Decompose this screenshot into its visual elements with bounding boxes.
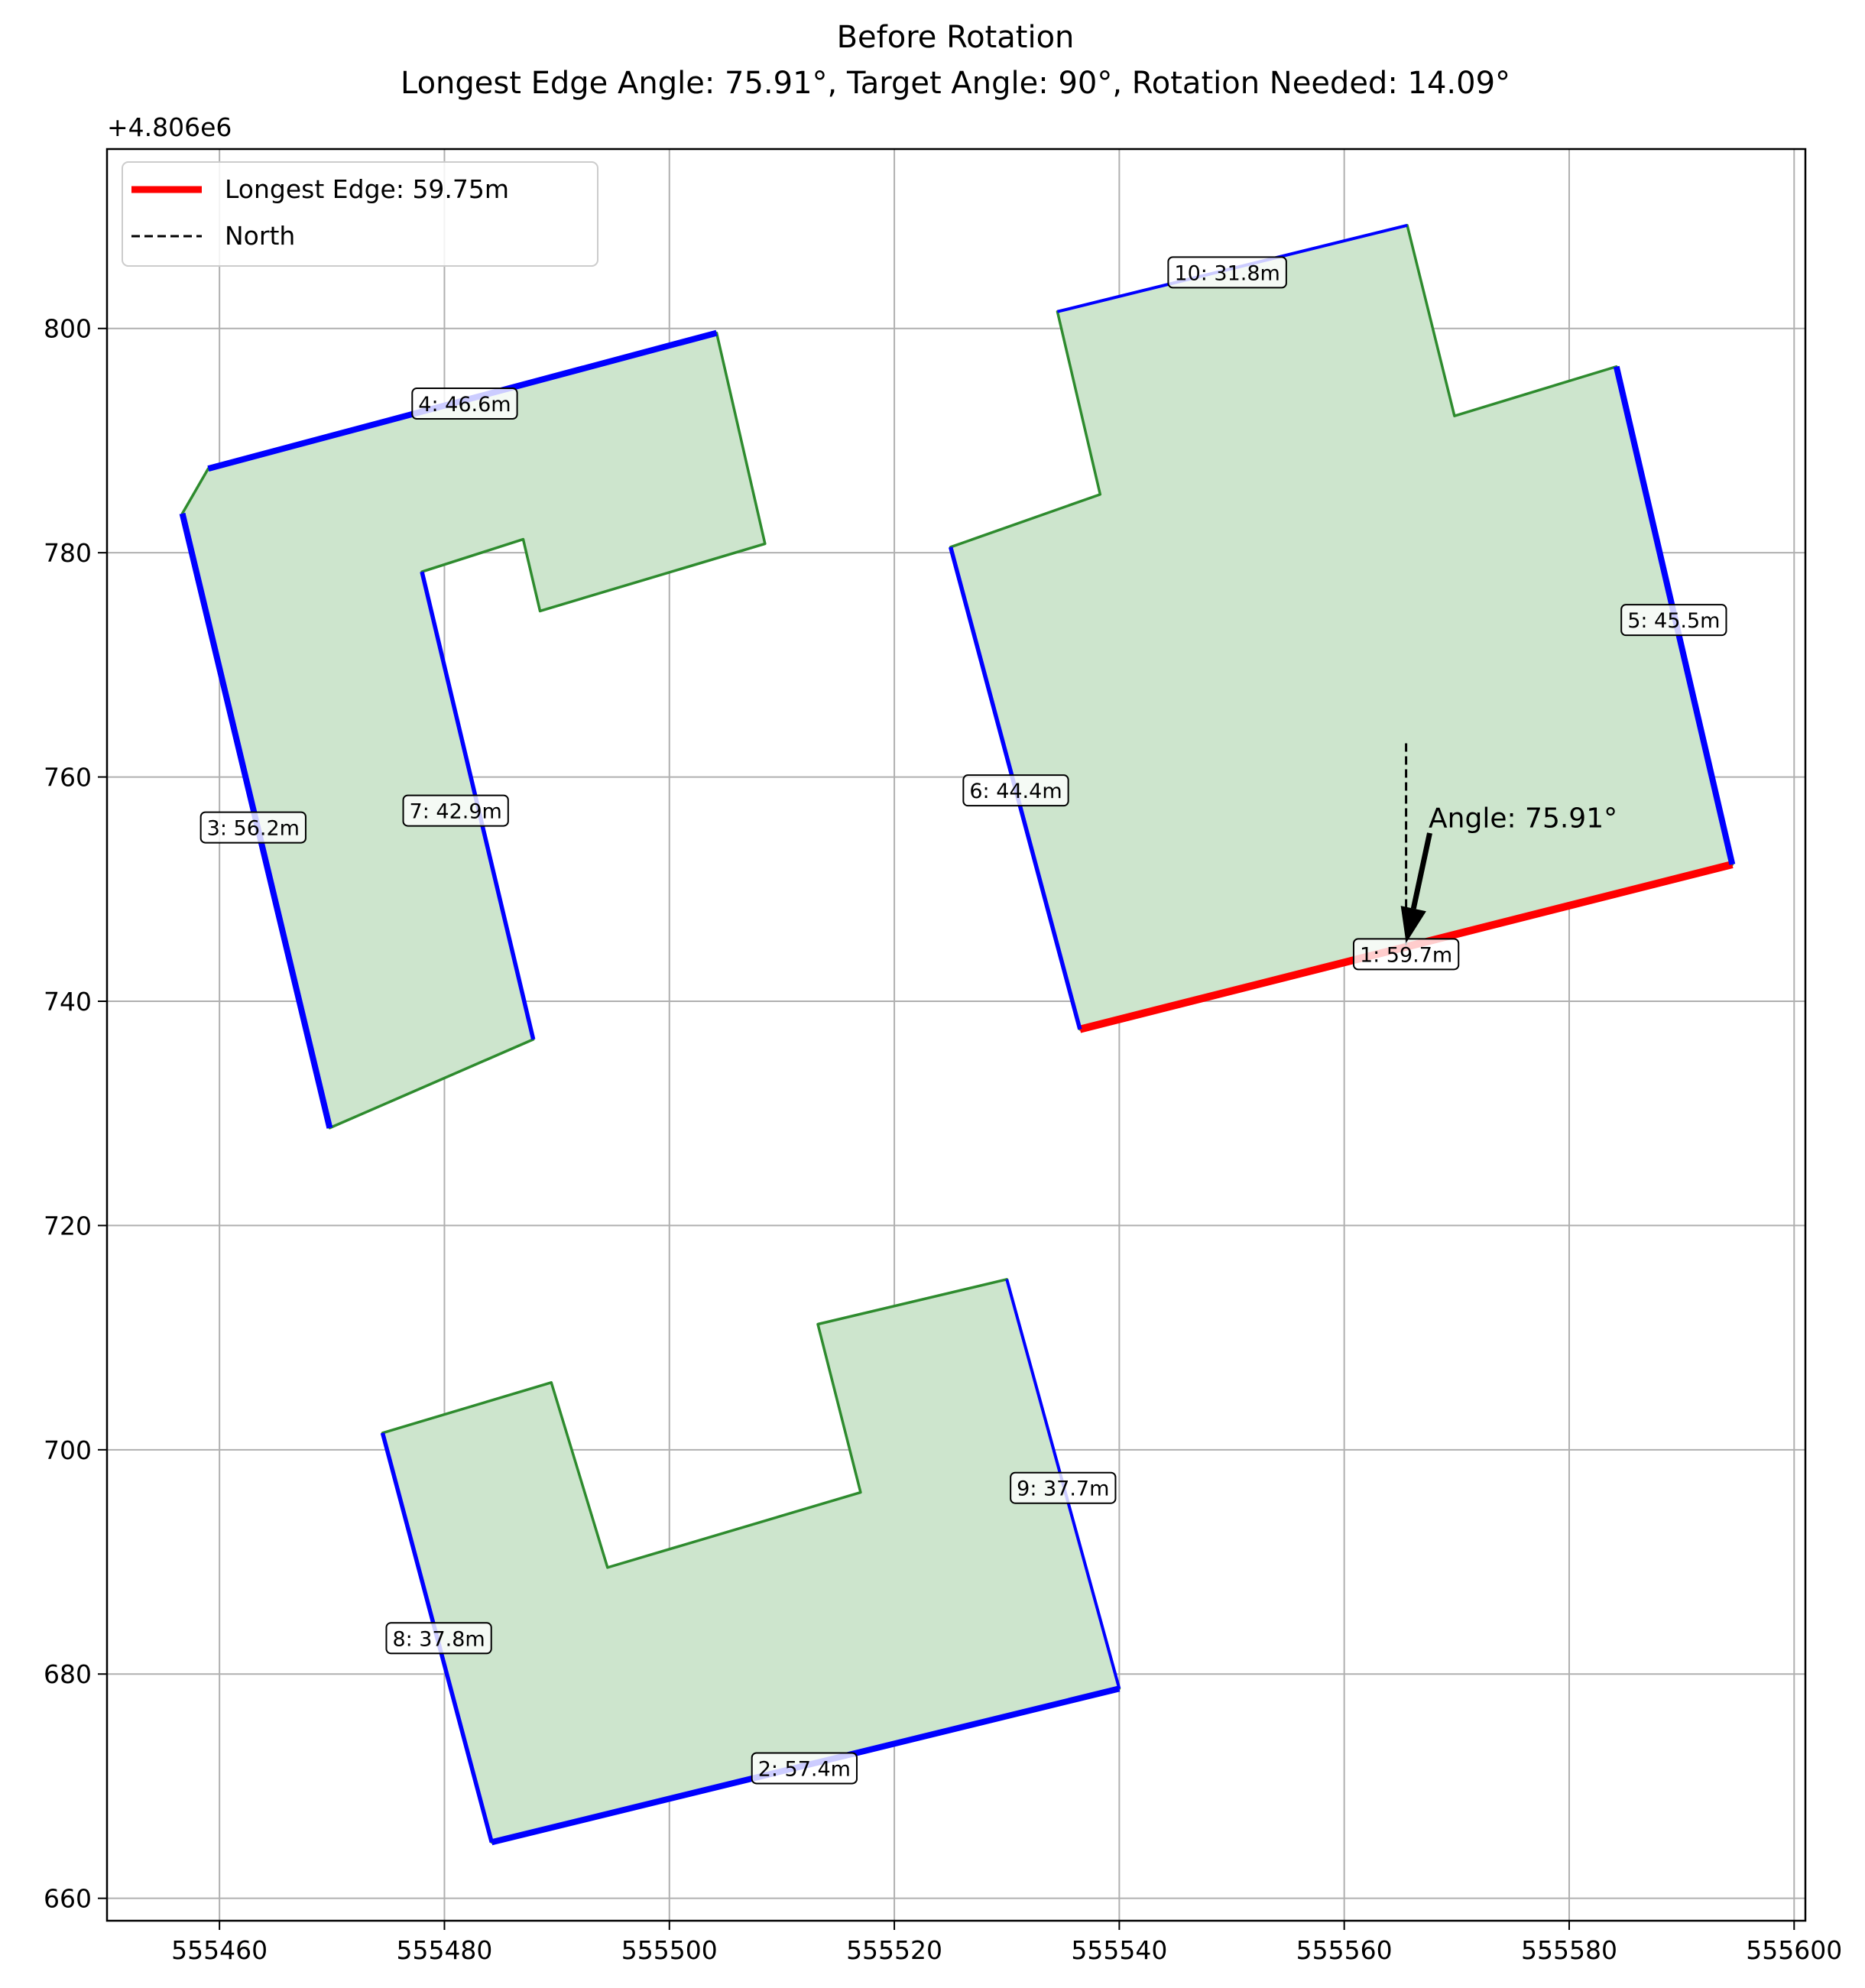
edge-label-box (411, 388, 518, 420)
chart-subtitle: Longest Edge Angle: 75.91°, Target Angle… (401, 66, 1510, 101)
angle-arrow-head (1400, 906, 1426, 943)
axis-ticks: 555460 555480 555500 555520 555540 555560 5555… (44, 314, 1842, 1965)
edge-labels: 3: 56.2m 4: 46.6m 7: 42.9m 1: 59.7m 5: 45.5m… (199, 256, 1727, 1785)
edge-label-text: 4: 46.6m (418, 393, 511, 417)
edge-label: 2: 57.4m (751, 1752, 858, 1785)
x-tick-label: 555460 (171, 1935, 268, 1965)
x-tick-label: 555560 (1296, 1935, 1393, 1965)
edge-label-text: 7: 42.9m (410, 800, 502, 824)
edge-label-text: 2: 57.4m (758, 1757, 851, 1781)
y-tick-label: 720 (44, 1211, 92, 1240)
edge-label: 4: 46.6m (411, 388, 518, 420)
edge-label-box (1167, 256, 1287, 289)
angle-annotation-text: Angle: 75.91° (1429, 803, 1617, 835)
y-tick-label: 760 (44, 763, 92, 793)
edge-label: 8: 37.8m (385, 1622, 492, 1655)
edge-label-box (199, 811, 307, 844)
x-tick-label: 555600 (1746, 1935, 1842, 1965)
edge-label: 6: 44.4m (962, 774, 1069, 807)
y-tick-label: 800 (44, 314, 92, 344)
edge-label-text: 10: 31.8m (1174, 261, 1280, 285)
edge-label-text: 8: 37.8m (392, 1627, 485, 1651)
edge-label-box (1620, 604, 1727, 637)
x-tick-label: 555480 (396, 1935, 492, 1965)
angle-arrow-shaft (1410, 832, 1432, 910)
edge-label-box (962, 774, 1069, 807)
chart-title: Before Rotation (837, 20, 1075, 55)
y-tick-label: 660 (44, 1884, 92, 1914)
edge-label-box (1010, 1471, 1117, 1504)
edge-label-box (385, 1622, 492, 1655)
legend-label-longest-edge: Longest Edge: 59.75m (225, 174, 509, 204)
edge-label-box (751, 1752, 858, 1785)
edge-label: 1: 59.7m (1352, 938, 1460, 971)
annotation-layer: 3: 56.2m 4: 46.6m 7: 42.9m 1: 59.7m 5: 45.5m… (199, 256, 1727, 1785)
plot-frame (105, 148, 1807, 1922)
edge-label-text: 6: 44.4m (969, 780, 1062, 803)
y-offset-label: +4.806e6 (107, 112, 232, 142)
legend-box (122, 161, 598, 267)
edge-label: 3: 56.2m (199, 811, 307, 844)
y-tick-label: 740 (44, 987, 92, 1017)
edge-label: 7: 42.9m (402, 794, 509, 827)
edge-label: 9: 37.7m (1010, 1471, 1117, 1504)
edge-label: 5: 45.5m (1620, 604, 1727, 637)
building-polygon-2 (948, 223, 1736, 1033)
legend: Longest Edge: 59.75m North (122, 161, 598, 267)
x-tick-label: 555540 (1071, 1935, 1167, 1965)
legend-label-north: North (225, 221, 295, 251)
polygons (179, 223, 1736, 1846)
edge-label: 10: 31.8m (1167, 256, 1287, 289)
y-tick-label: 700 (44, 1435, 92, 1465)
edge-label-text: 3: 56.2m (207, 817, 300, 841)
y-tick-label: 680 (44, 1659, 92, 1689)
x-tick-label: 555580 (1521, 1935, 1617, 1965)
y-tick-label: 780 (44, 538, 92, 568)
x-tick-label: 555520 (846, 1935, 942, 1965)
edge-label-text: 9: 37.7m (1017, 1477, 1109, 1501)
x-tick-label: 555500 (621, 1935, 718, 1965)
edge-label-box (402, 794, 509, 827)
edge-label-text: 5: 45.5m (1627, 609, 1720, 633)
edge-label-text: 1: 59.7m (1360, 943, 1452, 967)
